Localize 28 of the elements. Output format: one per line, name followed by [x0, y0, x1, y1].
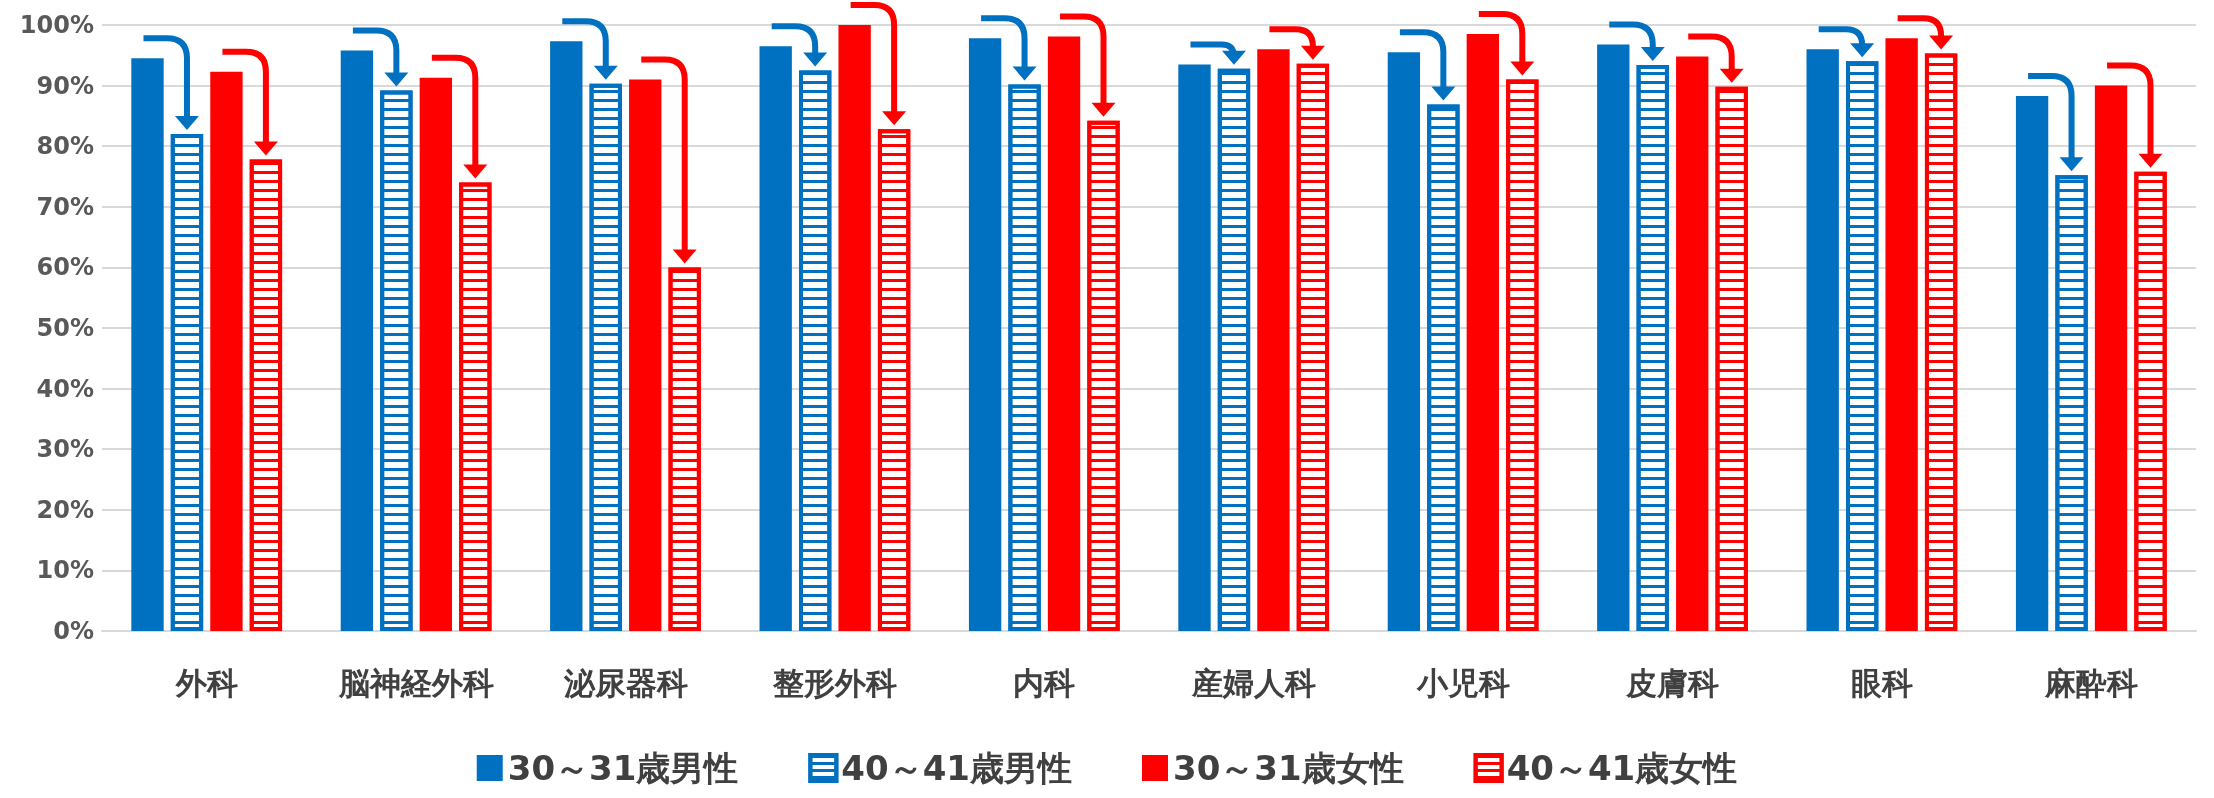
y-tick-label: 0% [53, 617, 94, 645]
x-tick-label: 整形外科 [771, 664, 897, 701]
x-tick-label: 小児科 [1415, 664, 1510, 701]
y-tick-label: 50% [36, 314, 94, 342]
y-tick-label: 80% [36, 132, 94, 161]
legend-label: 40～41歳男性 [841, 748, 1073, 788]
y-tick-label: 40% [36, 374, 94, 403]
y-tick-label: 30% [36, 435, 94, 464]
x-tick-label: 眼科 [1850, 664, 1913, 701]
y-tick-label: 100% [19, 11, 94, 39]
legend-label: 40～41歳女性 [1506, 748, 1738, 788]
x-tick-label: 皮膚科 [1625, 664, 1719, 701]
x-tick-label: 脳神経外科 [337, 664, 494, 701]
x-tick-label: 麻酔科 [2043, 664, 2138, 701]
y-tick-label: 60% [36, 253, 94, 282]
y-tick-label: 10% [36, 556, 94, 585]
bar [1806, 49, 1839, 631]
y-tick-label: 90% [36, 71, 94, 100]
legend-label: 30～31歳男性 [507, 748, 739, 788]
x-tick-label: 内科 [1013, 664, 1076, 701]
bar [1257, 49, 1290, 631]
legend-label: 30～31歳女性 [1173, 748, 1404, 788]
x-tick-label: 外科 [174, 664, 238, 701]
y-tick-label: 70% [36, 192, 94, 221]
y-tick-label: 20% [36, 495, 94, 524]
bar [1178, 64, 1211, 631]
x-tick-label: 泌尿器科 [562, 664, 688, 701]
x-tick-label: 産婦人科 [1190, 664, 1316, 701]
